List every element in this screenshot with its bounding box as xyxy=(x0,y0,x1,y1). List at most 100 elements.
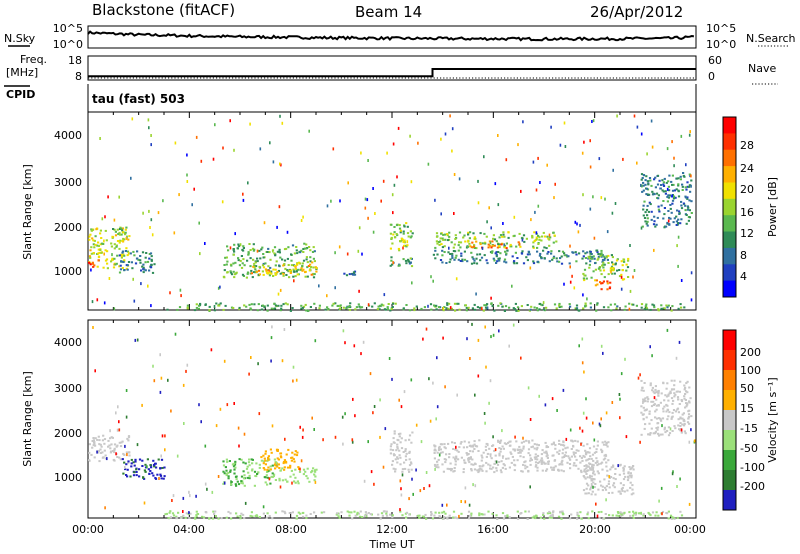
data-cell xyxy=(255,270,258,273)
data-cell xyxy=(667,194,670,197)
data-cell xyxy=(595,502,597,506)
data-cell xyxy=(637,512,641,515)
data-cell xyxy=(472,444,475,447)
data-cell xyxy=(106,262,109,265)
data-cell xyxy=(338,245,341,249)
data-cell xyxy=(278,265,281,268)
data-cell xyxy=(554,182,556,186)
data-cell xyxy=(390,256,393,259)
data-cell xyxy=(454,448,457,451)
data-cell xyxy=(126,468,129,471)
data-cell xyxy=(579,426,581,430)
data-cell xyxy=(522,436,524,440)
data-cell xyxy=(285,461,288,464)
data-cell xyxy=(391,449,395,452)
data-cell xyxy=(604,440,607,443)
data-cell xyxy=(516,257,519,259)
data-cell xyxy=(348,273,351,276)
data-cell xyxy=(454,234,457,237)
data-cell xyxy=(242,470,245,473)
data-cell xyxy=(523,461,526,464)
data-cell xyxy=(486,303,489,306)
data-cell xyxy=(270,359,272,363)
data-cell xyxy=(499,448,503,450)
data-cell xyxy=(410,378,413,382)
data-cell xyxy=(679,175,682,178)
data-cell xyxy=(120,254,124,257)
data-cell xyxy=(286,480,289,483)
data-cell xyxy=(460,441,463,443)
data-cell xyxy=(567,255,570,258)
data-cell xyxy=(331,304,334,307)
data-cell xyxy=(273,307,277,310)
data-cell xyxy=(498,246,501,249)
data-cell xyxy=(676,390,679,393)
date-title: 26/Apr/2012 xyxy=(590,3,683,21)
data-cell xyxy=(662,200,665,202)
data-cell xyxy=(568,463,572,465)
data-cell xyxy=(452,456,455,459)
data-cell xyxy=(456,517,459,520)
data-cell xyxy=(529,418,532,421)
data-cell xyxy=(536,309,539,312)
data-cell xyxy=(307,265,310,267)
data-cell xyxy=(579,455,582,458)
data-cell xyxy=(648,201,651,204)
data-cell xyxy=(467,517,471,520)
data-cell xyxy=(672,399,675,402)
data-cell xyxy=(233,148,235,152)
data-cell xyxy=(459,442,462,445)
data-cell xyxy=(529,308,532,311)
data-cell xyxy=(604,197,606,201)
data-cell xyxy=(232,270,235,273)
data-cell xyxy=(143,469,146,472)
data-cell xyxy=(119,268,123,271)
data-cell xyxy=(247,252,250,255)
data-cell xyxy=(121,229,124,232)
data-cell xyxy=(487,443,489,447)
data-cell xyxy=(645,175,648,178)
data-cell xyxy=(290,469,293,472)
data-cell xyxy=(629,468,632,471)
data-cell xyxy=(448,261,451,264)
data-cell xyxy=(293,279,295,283)
data-cell xyxy=(382,510,385,513)
data-cell xyxy=(559,257,562,260)
data-cell xyxy=(188,490,190,494)
data-cell xyxy=(332,147,335,151)
data-cell xyxy=(249,307,252,310)
data-cell xyxy=(483,412,486,415)
data-cell xyxy=(297,466,300,469)
data-cell xyxy=(293,480,296,483)
data-cell xyxy=(675,220,678,223)
data-cell xyxy=(536,260,539,263)
data-cell xyxy=(676,209,679,212)
data-cell xyxy=(688,502,691,506)
data-cell xyxy=(126,254,129,257)
data-cell xyxy=(561,456,564,459)
data-cell xyxy=(549,514,552,517)
data-cell xyxy=(677,411,680,414)
data-cell xyxy=(590,475,593,478)
data-cell xyxy=(397,126,400,130)
data-cell xyxy=(466,260,469,263)
data-cell xyxy=(558,463,561,466)
data-cell xyxy=(404,455,407,458)
data-cell xyxy=(456,393,458,397)
data-cell xyxy=(675,188,678,191)
data-cell xyxy=(161,467,164,469)
data-cell xyxy=(463,234,466,237)
data-cell xyxy=(513,449,516,452)
velocity-cbar-tick-m50: -50 xyxy=(740,442,758,455)
data-cell xyxy=(645,303,648,306)
data-cell xyxy=(136,250,139,253)
data-cell xyxy=(484,449,488,452)
data-cell xyxy=(234,460,237,463)
data-cell xyxy=(284,437,286,441)
data-cell xyxy=(263,306,266,309)
data-cell xyxy=(646,152,648,156)
data-cell xyxy=(281,479,284,482)
data-cell xyxy=(582,293,584,297)
data-cell xyxy=(622,478,626,481)
data-cell xyxy=(232,262,235,265)
